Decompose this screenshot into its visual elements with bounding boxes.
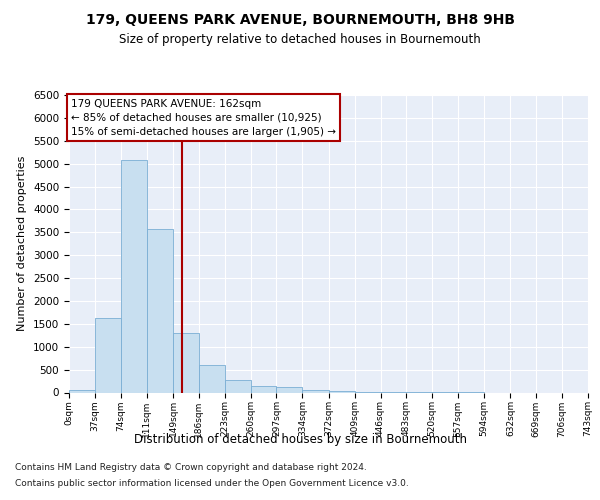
- Text: Contains public sector information licensed under the Open Government Licence v3: Contains public sector information licen…: [15, 478, 409, 488]
- Bar: [69, 390, 95, 392]
- Bar: [277, 388, 302, 392]
- Bar: [95, 318, 121, 392]
- Bar: [199, 366, 225, 392]
- Bar: [225, 380, 251, 392]
- Bar: [146, 229, 173, 392]
- Y-axis label: Number of detached properties: Number of detached properties: [17, 156, 28, 332]
- Bar: [121, 160, 146, 392]
- Text: 179 QUEENS PARK AVENUE: 162sqm
← 85% of detached houses are smaller (10,925)
15%: 179 QUEENS PARK AVENUE: 162sqm ← 85% of …: [71, 98, 336, 136]
- Bar: [302, 390, 329, 392]
- Text: Distribution of detached houses by size in Bournemouth: Distribution of detached houses by size …: [133, 432, 467, 446]
- Bar: [329, 391, 355, 392]
- Text: Contains HM Land Registry data © Crown copyright and database right 2024.: Contains HM Land Registry data © Crown c…: [15, 464, 367, 472]
- Text: 179, QUEENS PARK AVENUE, BOURNEMOUTH, BH8 9HB: 179, QUEENS PARK AVENUE, BOURNEMOUTH, BH…: [86, 12, 515, 26]
- Text: Size of property relative to detached houses in Bournemouth: Size of property relative to detached ho…: [119, 32, 481, 46]
- Bar: [173, 332, 199, 392]
- Bar: [251, 386, 277, 392]
